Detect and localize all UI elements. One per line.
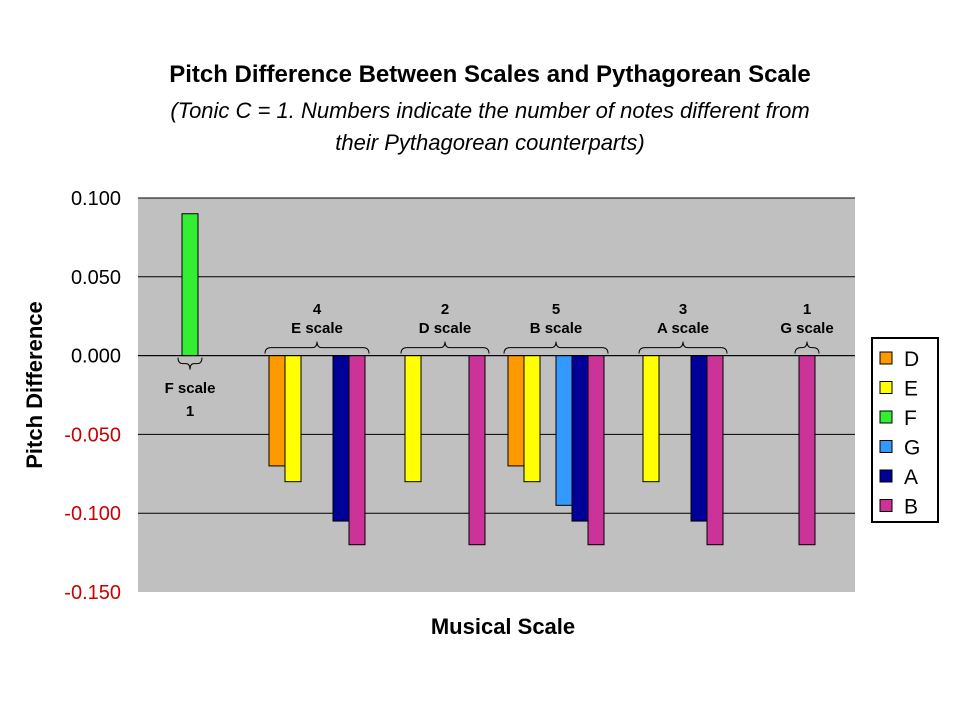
y-tick-label: 0.000 bbox=[71, 346, 121, 368]
scale-annotations: F scale 1 4 E scale 2 D scale 5 B scale 3 A scale… bbox=[165, 301, 834, 420]
y-tick-label: 0.050 bbox=[71, 267, 121, 289]
scale-label: G scale bbox=[780, 320, 833, 337]
y-axis-ticks: 0.100 0.050 0.000 -0.050 -0.100 -0.150 bbox=[64, 188, 121, 604]
scale-count: 1 bbox=[186, 403, 194, 420]
legend-label-B: B bbox=[904, 496, 918, 519]
scale-label: B scale bbox=[530, 320, 583, 337]
y-tick-label: 0.100 bbox=[71, 188, 121, 210]
scale-label: D scale bbox=[419, 320, 472, 337]
bar-E bbox=[523, 355, 541, 483]
legend-box bbox=[871, 337, 939, 523]
legend-swatch-A bbox=[879, 469, 893, 483]
scale-count: 2 bbox=[441, 301, 449, 318]
brace bbox=[177, 357, 203, 370]
chart-subtitle-line-1: (Tonic C = 1. Numbers indicate the numbe… bbox=[170, 98, 809, 123]
bar-E bbox=[404, 355, 422, 483]
bar-F bbox=[181, 213, 199, 357]
legend-label-E: E bbox=[904, 378, 918, 401]
bar-E bbox=[284, 355, 302, 483]
bar-B bbox=[587, 355, 605, 546]
brace bbox=[503, 341, 609, 354]
chart-title: Pitch Difference Between Scales and Pyth… bbox=[169, 61, 811, 88]
legend-swatch-E bbox=[879, 381, 893, 394]
chart-subtitle-line-2: their Pythagorean counterparts) bbox=[335, 130, 644, 155]
legend-label-A: A bbox=[904, 466, 918, 489]
scale-label: A scale bbox=[657, 320, 709, 337]
y-tick-label: -0.050 bbox=[64, 424, 121, 446]
scale-count: 4 bbox=[313, 301, 322, 318]
scale-count: 5 bbox=[552, 301, 560, 318]
brace bbox=[400, 341, 490, 354]
bar-D bbox=[268, 355, 286, 467]
bar-E bbox=[642, 355, 660, 483]
y-tick-label: -0.150 bbox=[64, 582, 121, 604]
bar-B bbox=[706, 355, 724, 546]
plot-background bbox=[138, 198, 855, 592]
bar-A bbox=[332, 355, 350, 522]
bar-G bbox=[555, 355, 573, 506]
bar-A bbox=[571, 355, 589, 522]
brace bbox=[794, 341, 820, 354]
x-axis-title: Musical Scale bbox=[431, 614, 575, 639]
brace bbox=[638, 341, 728, 354]
scale-count: 1 bbox=[803, 301, 811, 318]
plot-area bbox=[138, 197, 855, 592]
legend-swatch-B bbox=[879, 499, 893, 512]
bars bbox=[138, 213, 855, 546]
y-tick-label: -0.100 bbox=[64, 503, 121, 525]
legend-swatch-F bbox=[879, 410, 893, 424]
bar-B bbox=[468, 355, 486, 546]
brace bbox=[264, 341, 370, 354]
bar-D bbox=[507, 355, 525, 467]
y-axis-title: Pitch Difference bbox=[22, 301, 47, 469]
bar-B bbox=[348, 355, 366, 546]
bar-B bbox=[798, 355, 816, 546]
scale-label: E scale bbox=[291, 320, 343, 337]
legend-swatch-G bbox=[879, 440, 893, 453]
legend-swatch-D bbox=[879, 351, 893, 365]
legend-label-F: F bbox=[904, 407, 917, 430]
scale-count: 3 bbox=[679, 301, 687, 318]
legend-label-G: G bbox=[904, 437, 920, 460]
bar-A bbox=[690, 355, 708, 522]
legend-label-D: D bbox=[904, 348, 919, 371]
scale-label: F scale bbox=[165, 380, 216, 397]
